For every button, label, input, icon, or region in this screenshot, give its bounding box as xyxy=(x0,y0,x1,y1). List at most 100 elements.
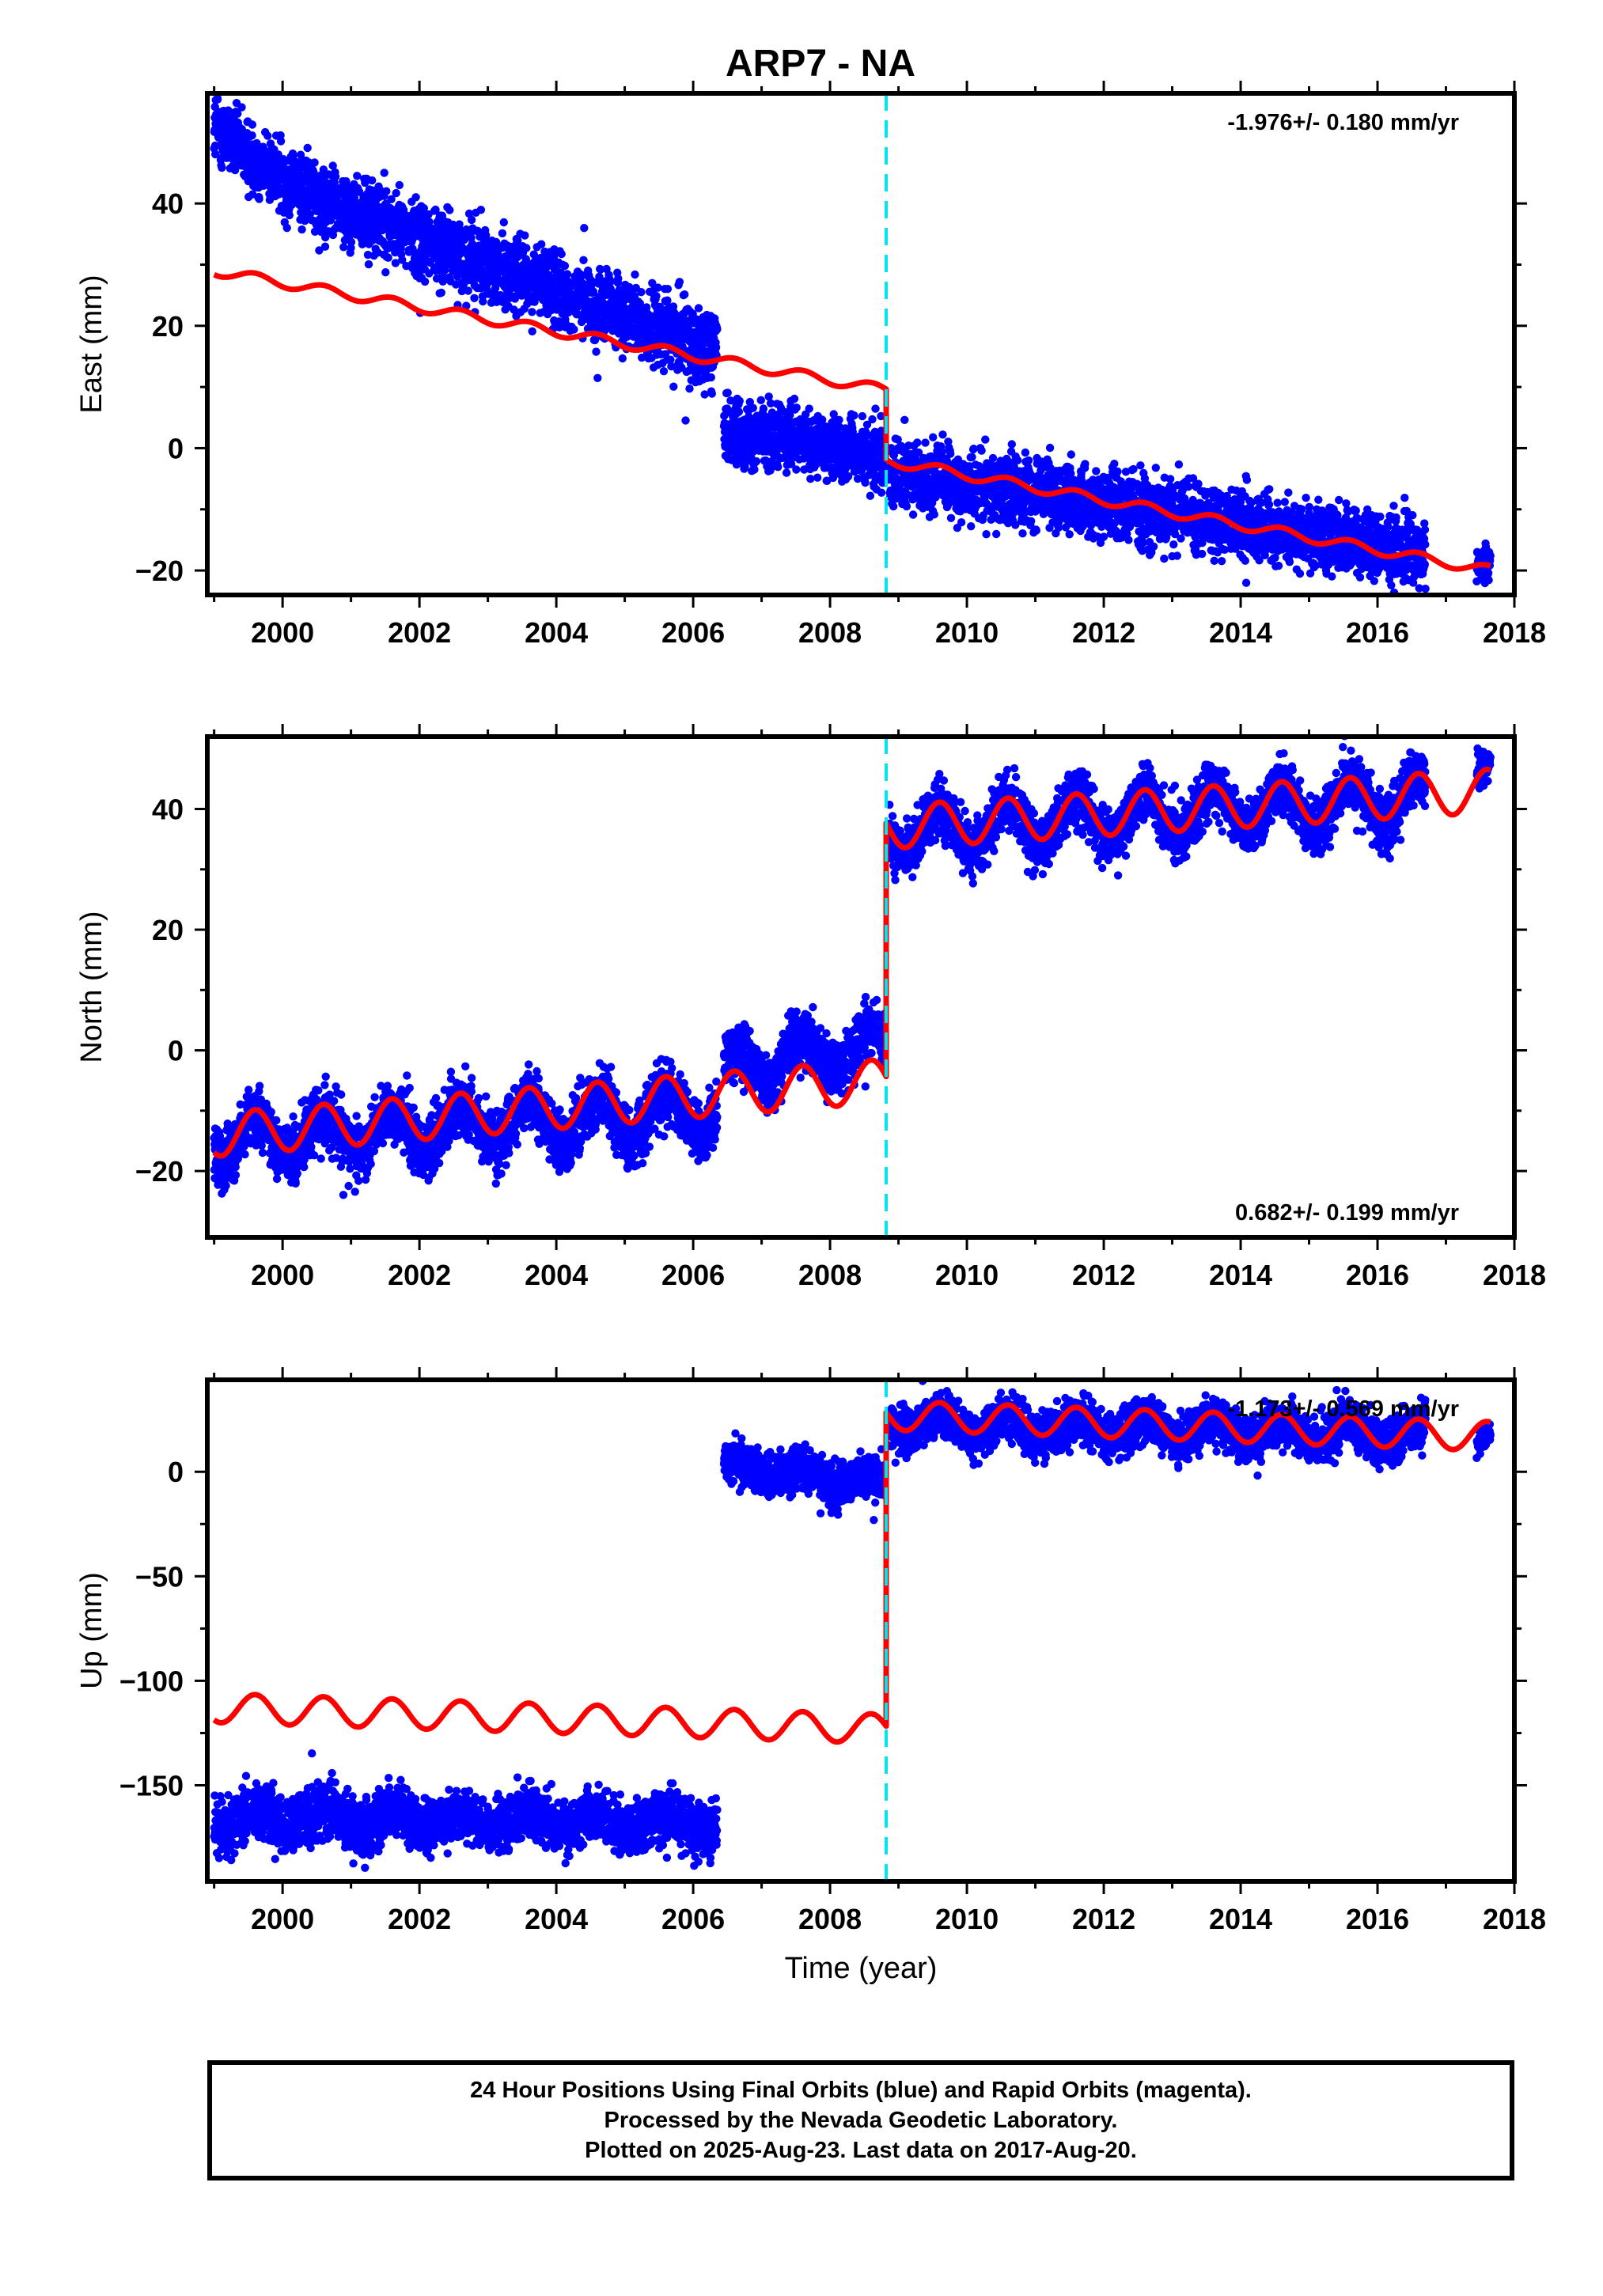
data-point xyxy=(364,260,373,269)
data-point xyxy=(419,204,428,213)
data-point xyxy=(1124,536,1133,544)
data-point xyxy=(675,278,684,286)
data-point xyxy=(342,176,351,186)
data-point xyxy=(1027,517,1036,525)
data-point xyxy=(297,225,306,234)
data-point xyxy=(938,430,947,439)
data-point xyxy=(614,274,623,283)
data-point xyxy=(638,353,646,362)
data-point xyxy=(713,324,722,333)
data-point xyxy=(464,286,472,295)
data-point xyxy=(1067,450,1076,459)
data-point xyxy=(479,297,487,306)
data-point xyxy=(384,253,392,262)
chart-title: ARP7 - NA xyxy=(726,43,915,85)
data-point xyxy=(590,335,600,345)
data-point xyxy=(529,250,538,259)
data-point xyxy=(1129,464,1138,474)
data-point xyxy=(663,285,673,294)
data-point xyxy=(1149,542,1158,551)
data-point xyxy=(210,141,220,150)
data-point xyxy=(750,465,759,474)
data-point xyxy=(618,354,627,363)
data-point xyxy=(913,438,922,447)
data-point xyxy=(579,256,588,264)
data-point xyxy=(387,195,396,203)
data-point xyxy=(522,244,531,252)
data-point xyxy=(431,205,440,214)
data-point xyxy=(328,161,337,170)
data-point xyxy=(498,229,507,238)
data-point xyxy=(805,404,813,413)
data-point xyxy=(420,277,430,286)
data-point xyxy=(464,209,474,218)
data-point xyxy=(790,394,799,404)
data-point xyxy=(309,168,318,176)
data-point xyxy=(596,265,605,274)
data-point xyxy=(711,343,721,352)
data-point xyxy=(982,530,991,539)
data-point xyxy=(528,327,536,335)
data-point xyxy=(350,194,359,203)
data-point xyxy=(967,522,976,531)
data-point xyxy=(424,210,433,219)
data-point xyxy=(510,305,518,314)
data-point xyxy=(1110,460,1119,468)
data-point xyxy=(981,435,990,444)
data-point xyxy=(392,188,400,198)
data-point xyxy=(850,411,858,420)
data-point xyxy=(248,131,256,140)
data-point xyxy=(929,433,938,441)
data-point xyxy=(398,256,407,264)
data-point xyxy=(528,308,536,316)
data-point xyxy=(347,237,356,247)
data-point xyxy=(835,415,843,424)
data-point xyxy=(211,150,220,159)
data-point xyxy=(276,131,285,140)
data-point xyxy=(301,217,309,225)
data-point xyxy=(282,223,291,233)
data-point xyxy=(339,243,348,252)
data-point xyxy=(861,478,870,487)
data-point xyxy=(631,270,639,279)
data-point xyxy=(1032,526,1041,535)
data-point xyxy=(707,373,715,382)
data-point xyxy=(1210,556,1218,565)
data-point xyxy=(685,385,694,393)
data-point xyxy=(752,457,761,466)
data-point xyxy=(491,237,501,247)
data-point xyxy=(735,396,744,405)
data-point xyxy=(866,491,875,500)
data-point xyxy=(411,193,420,202)
data-point xyxy=(255,195,263,203)
data-point xyxy=(806,475,815,483)
data-point xyxy=(233,109,242,118)
data-point xyxy=(391,259,400,267)
data-point xyxy=(782,468,791,477)
data-point xyxy=(1165,475,1175,483)
data-point xyxy=(593,373,602,382)
data-point xyxy=(210,102,219,112)
data-point xyxy=(1024,456,1033,465)
data-point xyxy=(992,529,1001,539)
data-point xyxy=(723,388,732,397)
data-point xyxy=(315,246,324,255)
data-point xyxy=(537,240,546,248)
data-point xyxy=(946,513,956,522)
data-point xyxy=(659,367,669,376)
data-point xyxy=(513,236,522,245)
data-point xyxy=(988,453,998,463)
plot-area-east xyxy=(210,93,1495,595)
data-point xyxy=(1242,475,1252,484)
data-point xyxy=(263,131,272,140)
data-point xyxy=(921,438,930,447)
data-point xyxy=(1241,578,1251,587)
data-point xyxy=(669,382,678,391)
data-point xyxy=(521,231,529,240)
data-point xyxy=(1007,440,1017,449)
data-point xyxy=(363,250,373,260)
data-point xyxy=(580,224,589,233)
data-point xyxy=(589,288,598,297)
data-point xyxy=(218,163,226,172)
data-point xyxy=(1065,530,1074,539)
